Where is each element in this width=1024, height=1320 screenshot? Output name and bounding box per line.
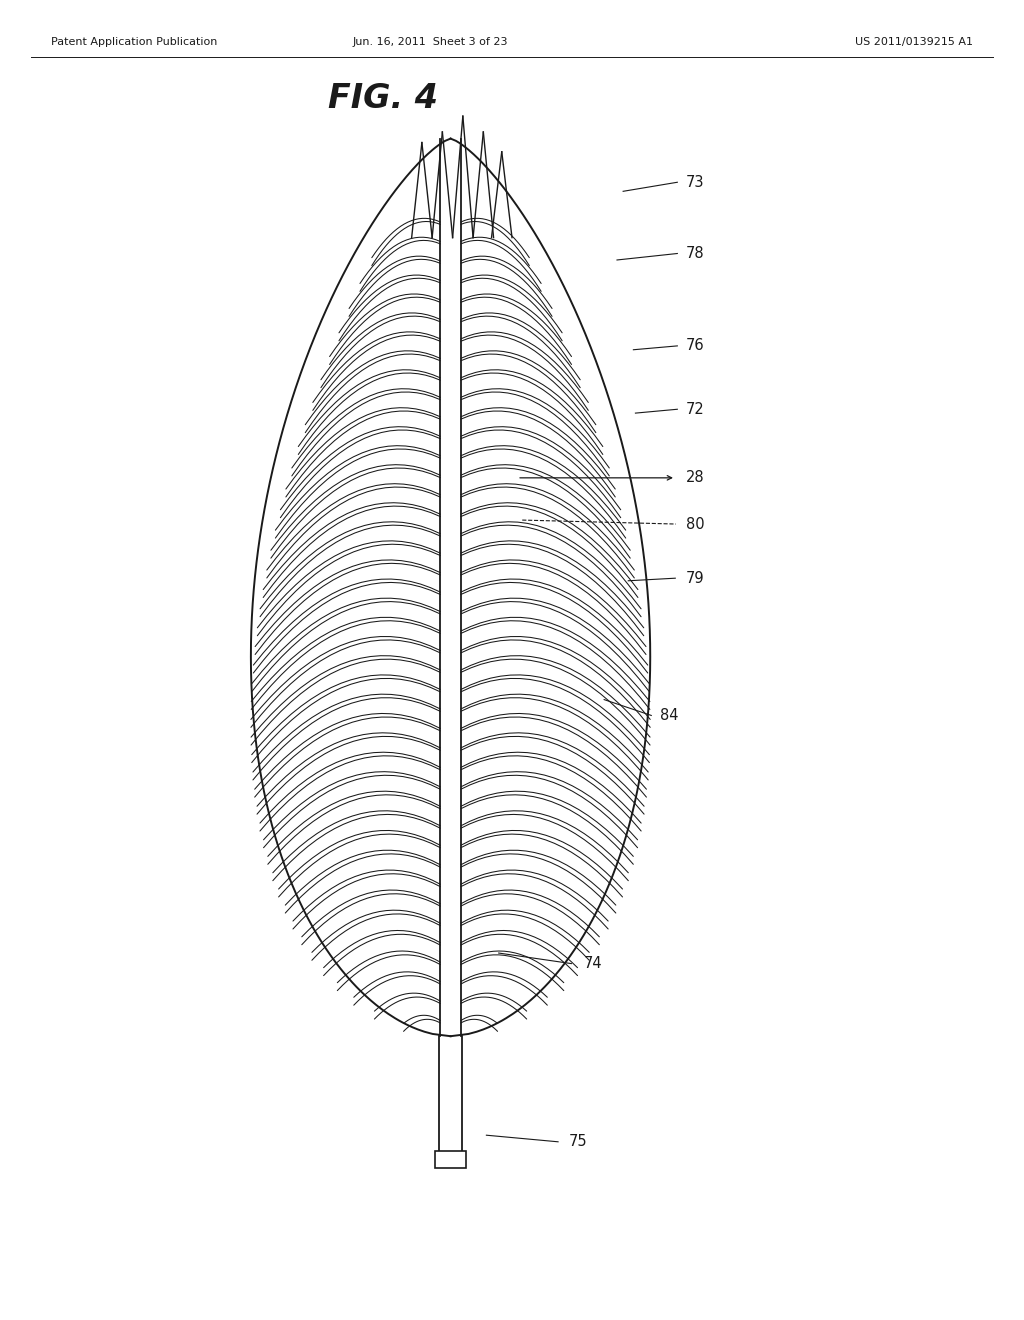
Text: 84: 84 bbox=[660, 708, 679, 723]
Text: 72: 72 bbox=[686, 401, 705, 417]
Text: US 2011/0139215 A1: US 2011/0139215 A1 bbox=[855, 37, 973, 48]
Bar bbox=[435, 1151, 466, 1168]
Text: 75: 75 bbox=[568, 1134, 587, 1150]
Text: 76: 76 bbox=[686, 338, 705, 354]
Text: Jun. 16, 2011  Sheet 3 of 23: Jun. 16, 2011 Sheet 3 of 23 bbox=[352, 37, 508, 48]
Text: 73: 73 bbox=[686, 174, 705, 190]
Text: Patent Application Publication: Patent Application Publication bbox=[51, 37, 217, 48]
Text: 78: 78 bbox=[686, 246, 705, 261]
Text: 74: 74 bbox=[584, 956, 602, 972]
Text: 79: 79 bbox=[686, 570, 705, 586]
Text: 80: 80 bbox=[686, 516, 705, 532]
Text: 28: 28 bbox=[686, 470, 705, 486]
Text: FIG. 4: FIG. 4 bbox=[328, 82, 437, 115]
